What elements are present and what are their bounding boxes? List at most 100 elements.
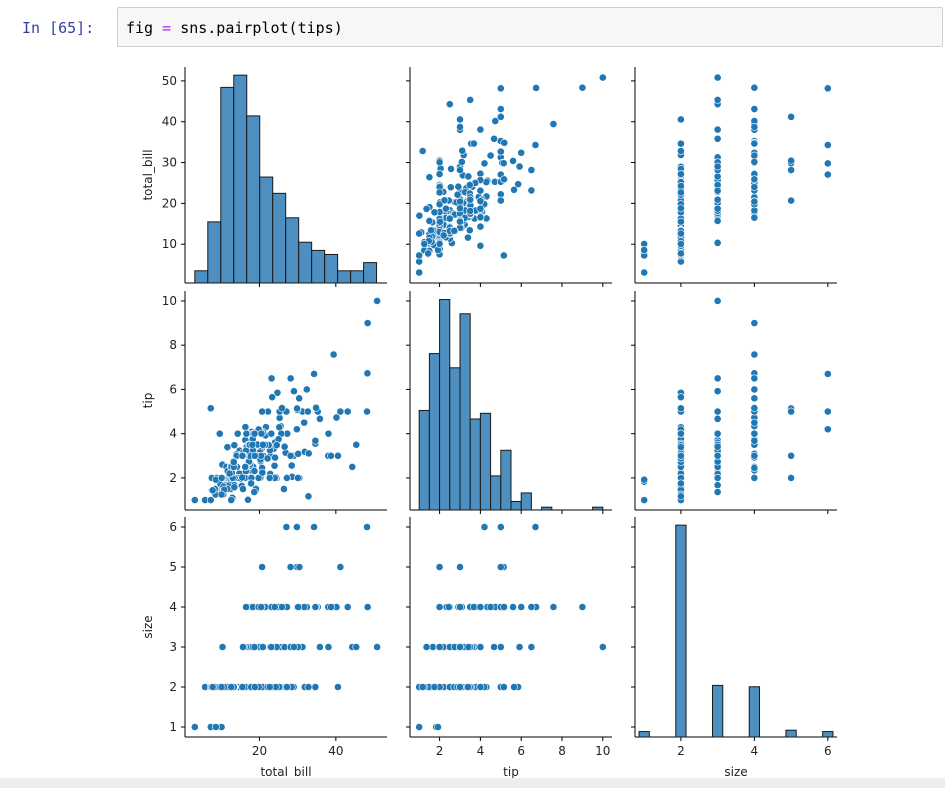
- scatter-point: [447, 165, 455, 173]
- scatter-point: [363, 603, 372, 611]
- scatter-point: [257, 603, 266, 611]
- scatter-point: [458, 146, 467, 155]
- code-call: sns.pairplot(tips): [180, 19, 343, 37]
- scatter-point: [466, 207, 475, 215]
- scatter-point: [229, 458, 238, 466]
- scatter-point: [300, 418, 309, 427]
- scatter-point: [486, 151, 495, 160]
- scatter-point: [286, 374, 295, 383]
- scatter-point: [435, 170, 444, 178]
- scatter-point: [434, 723, 442, 731]
- scatter-point: [713, 186, 722, 195]
- scatter-point: [713, 125, 722, 134]
- scatter-point: [418, 147, 427, 155]
- scatter-point: [190, 496, 199, 504]
- scatter-point: [275, 423, 284, 432]
- scatter-point: [435, 158, 444, 167]
- x-tick-label: 10: [595, 744, 610, 758]
- scatter-point: [476, 241, 485, 250]
- pairplot-figure: 10 20 30 40 50 total_bill 2 4 6 8 10 tip 1 2 3 4 5 6 size 2…: [141, 67, 837, 779]
- scatter-point: [265, 474, 274, 482]
- scatter-point: [363, 319, 372, 327]
- scatter-point: [444, 603, 453, 611]
- scatter-point: [250, 451, 259, 460]
- y-tick-label: 40: [162, 115, 177, 129]
- x-tick-label: 20: [252, 744, 267, 758]
- scatter-point: [208, 486, 217, 495]
- scatter-point: [290, 643, 298, 651]
- scatter-point: [324, 643, 333, 651]
- histogram-bar: [298, 241, 313, 284]
- scatter-point: [713, 442, 722, 451]
- scatter-point: [713, 414, 722, 423]
- scatter-point: [527, 603, 536, 611]
- scatter-point: [750, 418, 759, 427]
- scatter-point: [446, 183, 455, 192]
- scatter-point: [640, 496, 649, 504]
- scatter-point: [787, 451, 795, 460]
- scatter-point: [464, 683, 472, 691]
- scatter-point: [258, 407, 266, 416]
- x-tick-label: 8: [558, 744, 566, 758]
- scatter-point: [750, 183, 759, 191]
- scatter-point: [787, 196, 795, 205]
- scatter-point: [415, 251, 424, 260]
- y-axis-label: tip: [141, 393, 155, 409]
- scatter-point: [787, 166, 795, 175]
- scatter-point: [310, 523, 318, 531]
- scatter-point: [509, 157, 517, 165]
- scatter-point: [510, 185, 518, 194]
- histogram-bar: [363, 262, 378, 284]
- scatter-point: [456, 204, 464, 213]
- scatter-point: [500, 603, 508, 611]
- scatter-point: [363, 523, 371, 531]
- histogram-bar: [285, 217, 300, 284]
- scatter-point: [227, 496, 236, 504]
- scatter-point: [271, 453, 279, 462]
- x-tick-label: 2: [436, 744, 444, 758]
- scatter-point: [435, 643, 444, 651]
- scatter-point: [373, 297, 382, 305]
- scatter-point: [278, 404, 286, 412]
- scatter-point: [258, 468, 267, 477]
- scatter-point: [316, 414, 324, 423]
- scatter-point: [250, 643, 259, 651]
- histogram-bar: [500, 449, 512, 511]
- scatter-point: [238, 451, 247, 460]
- code-cell-input[interactable]: fig = sns.pairplot(tips): [117, 7, 943, 47]
- scatter-point: [343, 407, 352, 416]
- scatter-point: [476, 213, 485, 222]
- histogram-bar: [246, 115, 261, 284]
- scatter-point: [454, 182, 463, 191]
- scatter-point: [334, 451, 342, 460]
- scatter-point: [496, 643, 505, 651]
- scatter-point: [334, 683, 342, 691]
- scatter-point: [456, 115, 464, 124]
- scatter-point: [242, 429, 251, 438]
- scatter-point: [527, 186, 536, 195]
- histogram-bar: [785, 729, 797, 738]
- scatter-point: [750, 83, 759, 92]
- horizontal-scrollbar[interactable]: [0, 778, 945, 788]
- scatter-point: [517, 148, 526, 157]
- scatter-point: [677, 429, 685, 438]
- histogram-bar: [350, 270, 365, 284]
- scatter-point: [750, 213, 759, 222]
- scatter-point: [211, 723, 220, 731]
- histogram-bar: [592, 506, 604, 511]
- scatter-point: [713, 451, 722, 460]
- scatter-point: [304, 449, 313, 458]
- scatter-point: [677, 139, 685, 148]
- scatter-point: [823, 159, 832, 168]
- scatter-point: [476, 603, 485, 611]
- scatter-point: [422, 205, 431, 213]
- scatter-point: [363, 407, 371, 416]
- scatter-point: [290, 387, 298, 396]
- scatter-point: [476, 186, 485, 195]
- histogram-bar: [469, 418, 481, 511]
- scatter-point: [677, 147, 685, 155]
- scatter-point: [466, 95, 475, 104]
- scatter-point: [677, 404, 685, 413]
- scatter-point: [250, 488, 259, 496]
- scatter-point: [598, 643, 607, 651]
